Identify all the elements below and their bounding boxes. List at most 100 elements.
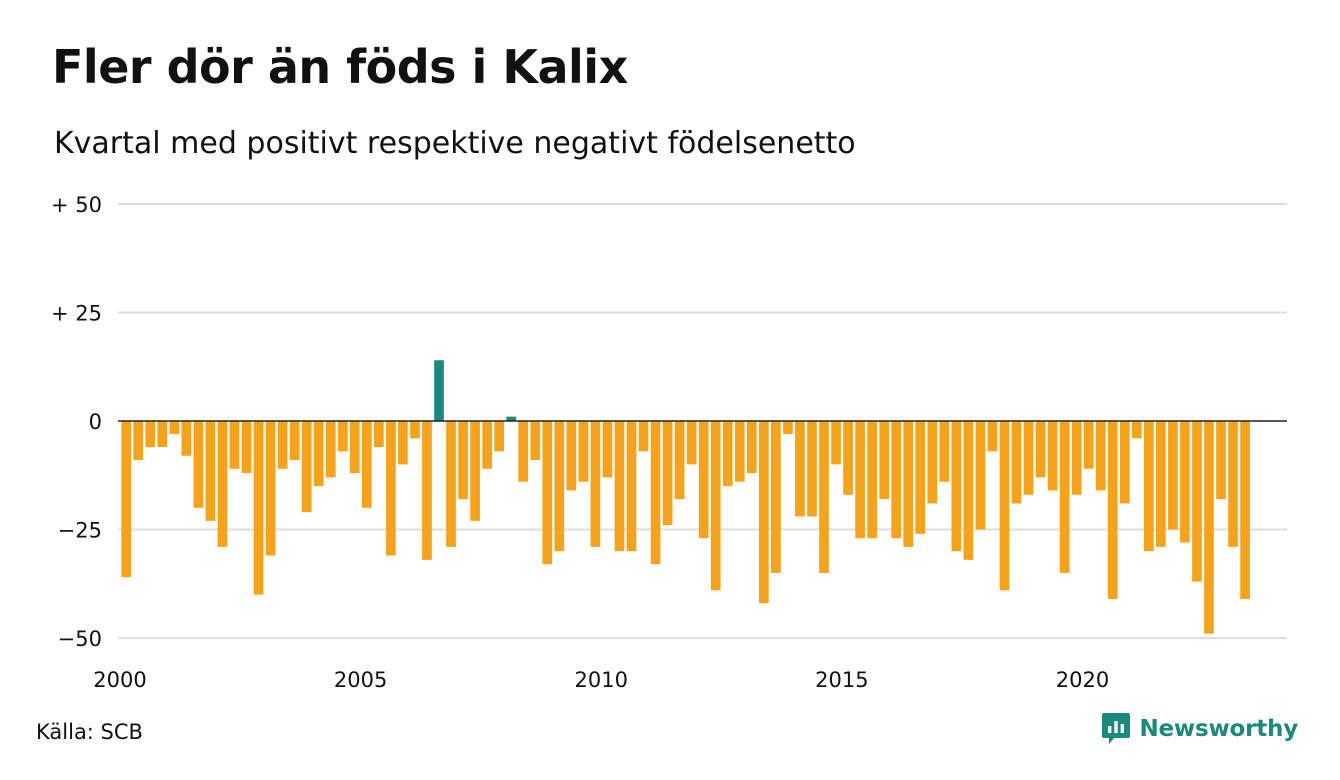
bar [638,421,649,452]
bar [566,421,577,491]
bar [1216,421,1226,500]
bar [518,421,529,482]
bar [494,421,505,452]
bar [783,421,793,435]
bar [951,421,962,552]
bar [662,421,673,526]
bar [614,421,625,552]
bar [470,421,480,521]
x-tick-label: 2015 [815,668,868,692]
bar [1107,421,1118,599]
bar [229,421,240,469]
bar [506,416,517,421]
bar [590,421,601,547]
bar [410,421,420,439]
bar [1180,421,1190,543]
bar [434,360,444,421]
chart-title: Fler dör än föds i Kalix [52,40,628,94]
chart-subtitle: Kvartal med positivt respektive negativt… [54,126,856,161]
bars [121,360,1250,634]
bar [939,421,950,482]
bar [157,421,168,448]
bar [446,421,456,547]
bar [855,421,865,539]
bar [301,421,312,513]
bar [1204,421,1214,634]
bar [458,421,468,500]
bar [325,421,336,478]
x-tick-label: 2020 [1056,668,1109,692]
bar [422,421,432,560]
bar [337,421,348,452]
y-tick-label: −25 [58,519,102,543]
bar [193,421,204,508]
bar [819,421,829,573]
bar [843,421,853,495]
bar [975,421,986,530]
bar [133,421,144,461]
bar [1023,421,1034,495]
bar [482,421,492,469]
bar [698,421,709,539]
bar [398,421,408,465]
bar [277,421,288,469]
bar [578,421,589,482]
y-tick-label: + 50 [51,193,102,217]
bar-chart: + 50 + 25 0 −25 −50 2000 2005 2010 2015 2020 [51,193,1287,692]
bar [867,421,877,539]
bar [241,421,252,474]
bar [1035,421,1046,478]
brand-logo[interactable]: Newsworthy [1101,712,1298,746]
bar [686,421,697,465]
bar [626,421,637,552]
bar [734,421,745,482]
bar [927,421,938,504]
bar [1095,421,1106,491]
bar [1156,421,1166,547]
bar [674,421,685,500]
bar [807,421,817,517]
y-tick-label: −50 [58,627,102,651]
bar [915,421,926,534]
newsworthy-logo-icon [1102,713,1131,744]
bar [121,421,132,578]
bar [1228,421,1238,547]
bar [771,421,781,573]
x-tick-label: 2010 [575,668,628,692]
x-tick-label: 2005 [334,668,387,692]
bar [181,421,192,456]
y-tick-label: 0 [89,410,102,434]
bar [205,421,216,521]
bar [217,421,228,547]
bar [1143,421,1154,552]
bar [1083,421,1094,469]
bar [999,421,1010,591]
bar [554,421,565,552]
bar [1192,421,1202,582]
bar [987,421,998,452]
bar [253,421,264,595]
bar [602,421,613,478]
bar [1168,421,1178,530]
bar [1131,421,1142,439]
axes: + 50 + 25 0 −25 −50 2000 2005 2010 2015 2020 [51,193,1287,692]
bar [903,421,914,547]
bar [169,421,180,435]
bar [542,421,553,565]
brand-name: Newsworthy [1139,716,1298,742]
bar [963,421,974,560]
bar [530,421,541,461]
bar [265,421,276,556]
bar [746,421,757,474]
bar [1047,421,1058,491]
bar [1119,421,1130,504]
bar [361,421,372,508]
bar [313,421,324,487]
bar [891,421,902,539]
x-tick-label: 2000 [93,668,146,692]
bar [1011,421,1022,504]
bar [1071,421,1082,495]
bar [145,421,156,448]
bar [650,421,661,565]
bar [879,421,889,500]
